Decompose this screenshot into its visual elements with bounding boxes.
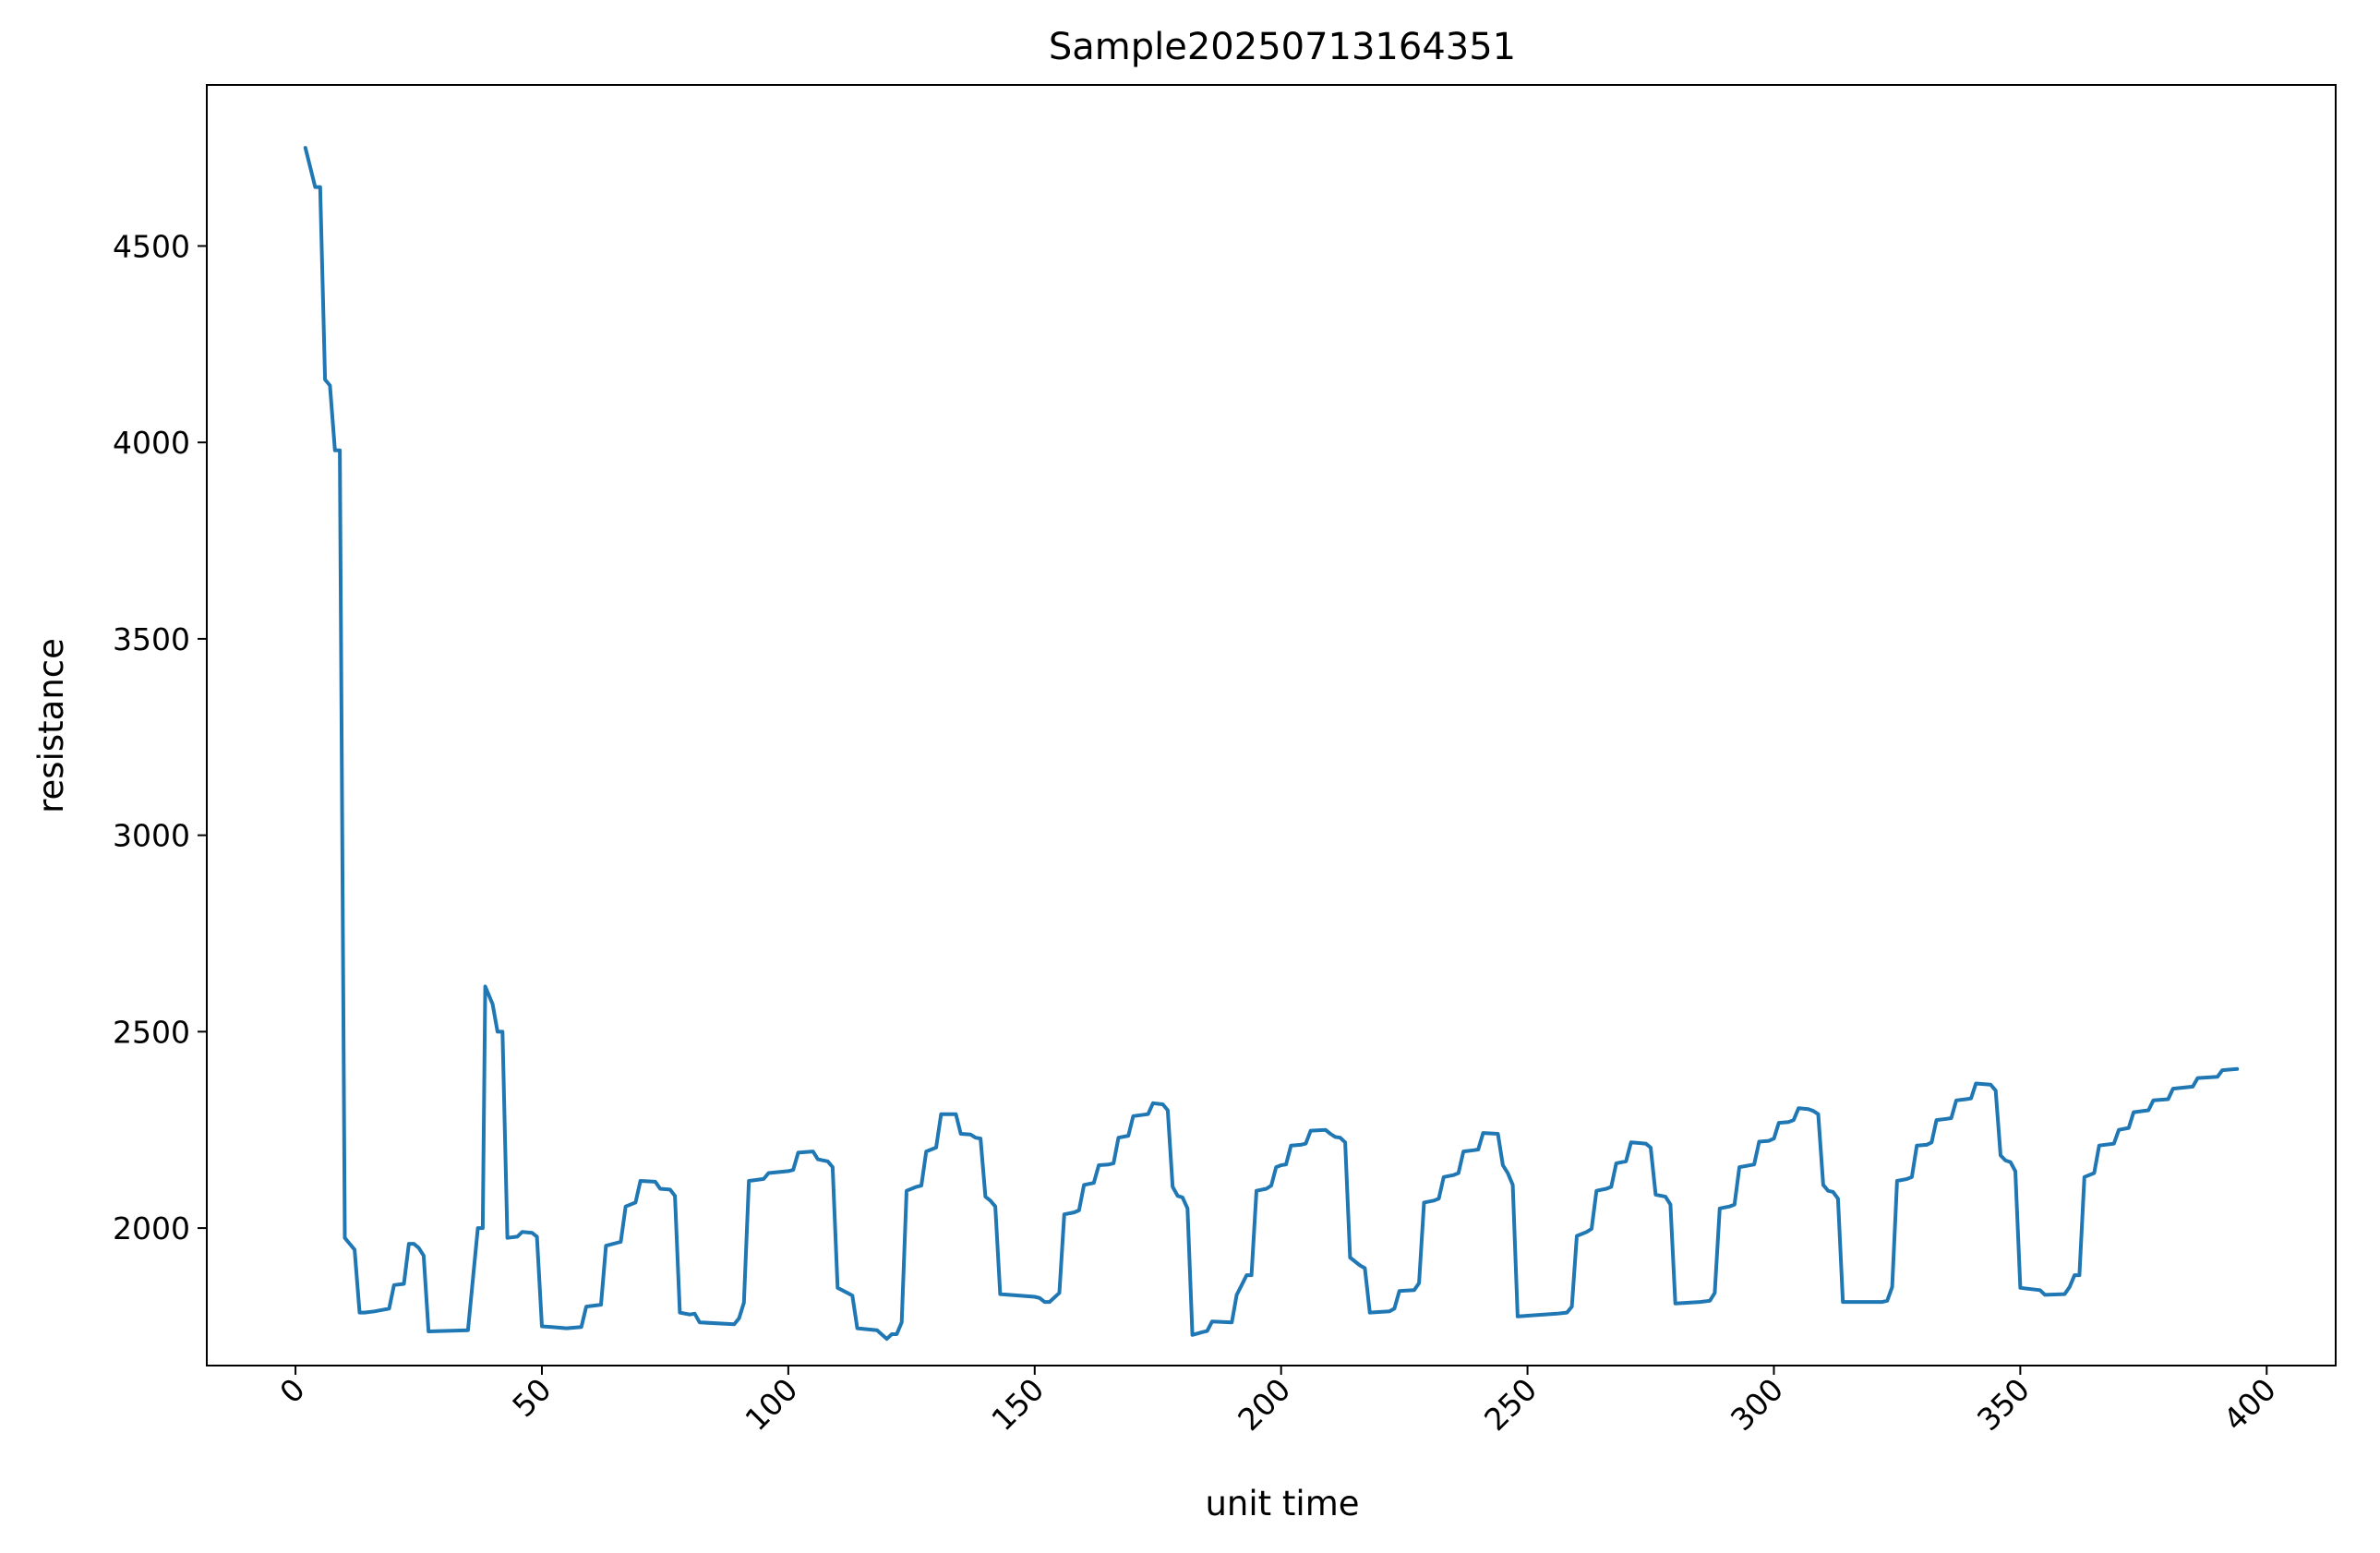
resistance-series-line: [303, 146, 2240, 1342]
chart-title: Sample20250713164351: [1049, 26, 1516, 68]
y-tick-label: 3500: [113, 621, 190, 657]
y-tick-label: 3000: [113, 818, 190, 854]
x-axis-label: unit time: [1205, 1484, 1359, 1523]
y-tick-label: 4000: [113, 425, 190, 461]
y-axis-ticks: 2000 2500 3000 3500 4000 4500: [113, 228, 207, 1246]
y-tick-label: 4500: [113, 228, 190, 264]
y-tick-label: 2500: [113, 1014, 190, 1050]
y-axis-label: resistance: [31, 638, 71, 813]
y-tick-label: 2000: [113, 1210, 190, 1246]
plot-area-frame: [206, 84, 2337, 1366]
